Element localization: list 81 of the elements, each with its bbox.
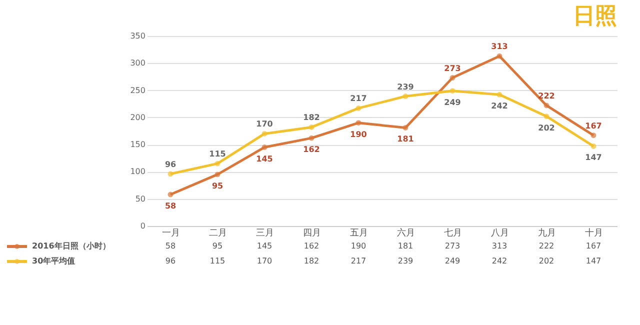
x-tick-label: 四月	[303, 228, 321, 238]
point	[402, 94, 408, 99]
x-tick-label: 八月	[491, 228, 509, 238]
point	[262, 130, 268, 136]
annotation: 95	[212, 181, 224, 190]
annotation: 145	[256, 154, 274, 164]
data-label: 190	[350, 242, 366, 250]
data-label: 181	[398, 242, 414, 250]
point	[356, 105, 362, 111]
data-label: 222	[538, 242, 554, 250]
x-tick-label: 一月	[162, 228, 180, 238]
y-tick-label: 50	[135, 194, 146, 204]
data-label: 313	[492, 242, 508, 250]
legend-label: 30年平均值	[32, 256, 76, 266]
annotation: 217	[350, 94, 367, 104]
point	[214, 160, 220, 166]
point	[590, 132, 596, 138]
annotation: 115	[209, 150, 226, 159]
point	[544, 114, 550, 120]
annotation: 222	[538, 91, 555, 100]
annotation: 190	[350, 130, 368, 139]
data-label: 167	[586, 242, 602, 250]
point	[308, 124, 314, 130]
point	[168, 192, 174, 198]
x-tick-label: 五月	[350, 228, 368, 238]
point	[214, 172, 220, 178]
x-tick-label: 二月	[209, 228, 227, 238]
annotation: 181	[397, 134, 414, 144]
point	[308, 135, 314, 141]
point	[450, 75, 456, 81]
y-tick-label: 150	[130, 140, 146, 150]
y-tick-label: 300	[130, 58, 146, 68]
annotation: 239	[397, 82, 414, 92]
y-tick-label: 0	[140, 222, 146, 230]
point	[356, 120, 362, 126]
data-label: 239	[398, 256, 414, 266]
point	[262, 144, 268, 150]
data-label: 217	[350, 256, 366, 266]
annotation: 242	[491, 102, 508, 111]
point	[168, 171, 174, 177]
point	[496, 92, 502, 98]
data-label: 273	[444, 242, 460, 250]
x-tick-label: 六月	[397, 228, 415, 238]
annotation: 182	[303, 113, 320, 122]
point	[402, 125, 408, 130]
data-label: 242	[492, 256, 508, 266]
x-tick-label: 七月	[444, 228, 462, 238]
data-label: 96	[165, 256, 176, 266]
x-tick-label: 十月	[585, 228, 603, 238]
y-tick-label: 350	[130, 32, 146, 40]
data-label: 249	[444, 256, 460, 266]
annotation: 273	[444, 64, 461, 73]
annotation: 147	[585, 153, 602, 162]
annotation: 202	[538, 123, 555, 132]
annotation: 313	[491, 42, 508, 52]
point	[544, 102, 550, 108]
data-label: 162	[304, 242, 320, 250]
y-tick-label: 100	[130, 167, 146, 176]
data-label: 170	[256, 256, 272, 266]
x-tick-label: 九月	[538, 228, 556, 238]
annotation: 96	[164, 160, 176, 169]
data-label: 145	[256, 242, 272, 250]
legend-label: 2016年日照（小时）	[32, 242, 110, 250]
data-label: 58	[165, 242, 176, 250]
point	[450, 88, 456, 94]
annotation: 167	[585, 121, 602, 130]
y-tick-label: 250	[130, 86, 146, 95]
data-label: 115	[210, 256, 226, 266]
y-tick-label: 200	[130, 112, 146, 122]
point	[590, 143, 596, 149]
data-label: 147	[586, 256, 602, 266]
data-label: 182	[304, 256, 320, 266]
annotation: 170	[256, 120, 274, 129]
annotation: 249	[444, 98, 462, 107]
data-label: 95	[212, 242, 223, 250]
annotation: 58	[164, 202, 176, 211]
chart-title: 日照	[573, 4, 617, 29]
point	[496, 53, 502, 59]
data-label: 202	[538, 256, 554, 266]
annotation: 162	[303, 145, 320, 154]
x-tick-label: 三月	[256, 228, 274, 238]
